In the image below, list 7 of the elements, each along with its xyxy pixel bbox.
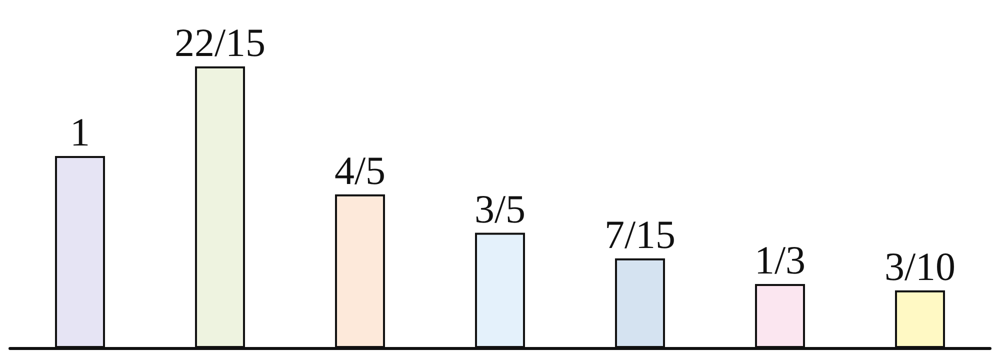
data-label: 1/3 (754, 238, 806, 283)
data-label: 22/15 (174, 20, 266, 65)
data-label: 3/10 (884, 244, 956, 289)
data-label: 1 (70, 110, 90, 154)
data-label: 4/5 (334, 148, 386, 193)
data-label: 3/5 (474, 186, 526, 232)
data-label: 7/15 (604, 212, 676, 257)
